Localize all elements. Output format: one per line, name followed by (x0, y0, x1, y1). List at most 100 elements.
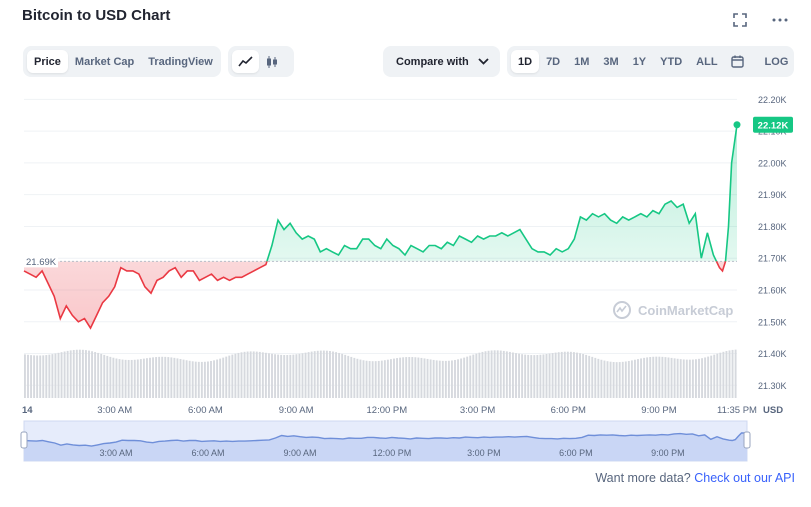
y-tick-label: 21.50K (758, 317, 787, 327)
volume-bar (618, 362, 621, 398)
volume-bar (374, 361, 377, 398)
volume-bar (600, 359, 603, 398)
volume-bar (115, 358, 118, 398)
volume-bar (624, 361, 627, 398)
line-above-reference (266, 124, 738, 262)
x-tick-label: 9:00 AM (279, 405, 314, 416)
volume-bar (30, 355, 32, 398)
navigator-handle[interactable] (20, 431, 28, 449)
compare-with-label: Compare with (396, 55, 469, 68)
range-3m[interactable]: 3M (603, 55, 619, 68)
volume-bar (271, 353, 273, 398)
volume-bar (591, 356, 594, 398)
volume-bar (579, 353, 581, 398)
volume-bar (420, 357, 423, 398)
more-options-icon[interactable] (770, 10, 790, 30)
chart-type-toggle (228, 46, 294, 77)
volume-bar (33, 355, 36, 398)
log-toggle[interactable]: LOG (764, 55, 789, 68)
volume-bar (466, 356, 469, 398)
volume-bar (640, 358, 642, 398)
volume-bar (121, 359, 124, 398)
volume-bar (69, 350, 72, 398)
navigator-area (24, 433, 747, 461)
volume-bar (350, 356, 353, 398)
volume-bar (429, 359, 432, 398)
volume-bar (658, 356, 661, 398)
tab-price[interactable]: Price (27, 50, 68, 73)
volume-bar (252, 351, 255, 398)
volume-bar (341, 353, 344, 398)
currency-label: USD (763, 405, 783, 416)
range-navigator[interactable]: 3:00 AM 6:00 AM 9:00 AM 12:00 PM 3:00 PM 6:00… (20, 420, 751, 462)
volume-bar (362, 360, 365, 398)
volume-bar (630, 360, 633, 398)
volume-bar (512, 352, 514, 398)
volume-bar (560, 351, 563, 398)
range-1d[interactable]: 1D (511, 50, 540, 73)
navigator-handle[interactable] (743, 431, 751, 449)
tab-tradingview[interactable]: TradingView (148, 55, 213, 68)
range-1y[interactable]: 1Y (632, 55, 647, 68)
volume-bar (158, 356, 161, 398)
volume-bar (85, 350, 87, 398)
volume-bar (701, 358, 703, 398)
api-promo: Want more data? Check out our API (595, 471, 795, 485)
volume-bar (216, 359, 219, 398)
compare-with-dropdown[interactable]: Compare with (383, 46, 500, 77)
volume-bar (332, 351, 334, 398)
volume-bar (170, 357, 173, 398)
volume-bar (182, 359, 185, 398)
volume-bar (493, 350, 496, 398)
y-tick-label: 21.60K (758, 285, 787, 295)
volume-bar (673, 358, 676, 398)
navigator-tick-label: 9:00 AM (283, 448, 316, 458)
volume-bar (505, 351, 508, 398)
line-chart-icon[interactable] (232, 50, 259, 73)
volume-bar (292, 354, 295, 398)
y-tick-label: 21.30K (758, 381, 787, 391)
candlestick-icon[interactable] (259, 50, 285, 73)
volume-bar (515, 353, 517, 398)
range-ytd[interactable]: YTD (660, 55, 683, 68)
calendar-icon[interactable] (725, 50, 750, 73)
volume-bar (731, 349, 734, 398)
volume-bar (569, 351, 572, 398)
volume-bar (457, 359, 459, 398)
y-tick-label: 21.80K (758, 222, 787, 232)
volume-bar (146, 358, 148, 398)
range-7d[interactable]: 7D (546, 55, 561, 68)
volume-bar (539, 354, 542, 398)
volume-bar (81, 349, 84, 398)
volume-bar (393, 358, 395, 398)
area-below-reference (24, 261, 726, 329)
volume-bar (551, 353, 554, 398)
x-tick-label: 3:00 AM (97, 405, 132, 416)
page-title: Bitcoin to USD Chart (22, 7, 171, 24)
range-all[interactable]: ALL (696, 55, 718, 68)
volume-bar (502, 350, 505, 398)
range-1m[interactable]: 1M (574, 55, 590, 68)
volume-bar (359, 359, 362, 398)
volume-bar (237, 352, 240, 398)
volume-bar (698, 358, 700, 398)
volume-bar (438, 360, 441, 398)
price-markers: 21.69K 22.12K (24, 116, 793, 268)
price-chart[interactable]: CoinMarketCap 22.20K22.10K22.00K21.90K21… (0, 0, 811, 470)
volume-bar (634, 359, 636, 398)
fullscreen-icon[interactable] (730, 10, 750, 30)
volume-bar (54, 353, 57, 398)
volume-bar (203, 361, 206, 398)
volume-bar (386, 359, 389, 398)
volume-bar (530, 355, 533, 398)
volume-bar (231, 354, 234, 398)
volume-bar (469, 355, 472, 398)
volume-bar (487, 350, 490, 398)
volume-bar (261, 352, 264, 398)
volume-bar (228, 355, 231, 398)
volume-bar (51, 354, 54, 398)
volume-bar (246, 351, 249, 398)
volume-bar (704, 357, 707, 398)
api-link[interactable]: Check out our API (694, 471, 795, 485)
tab-market-cap[interactable]: Market Cap (74, 55, 135, 68)
